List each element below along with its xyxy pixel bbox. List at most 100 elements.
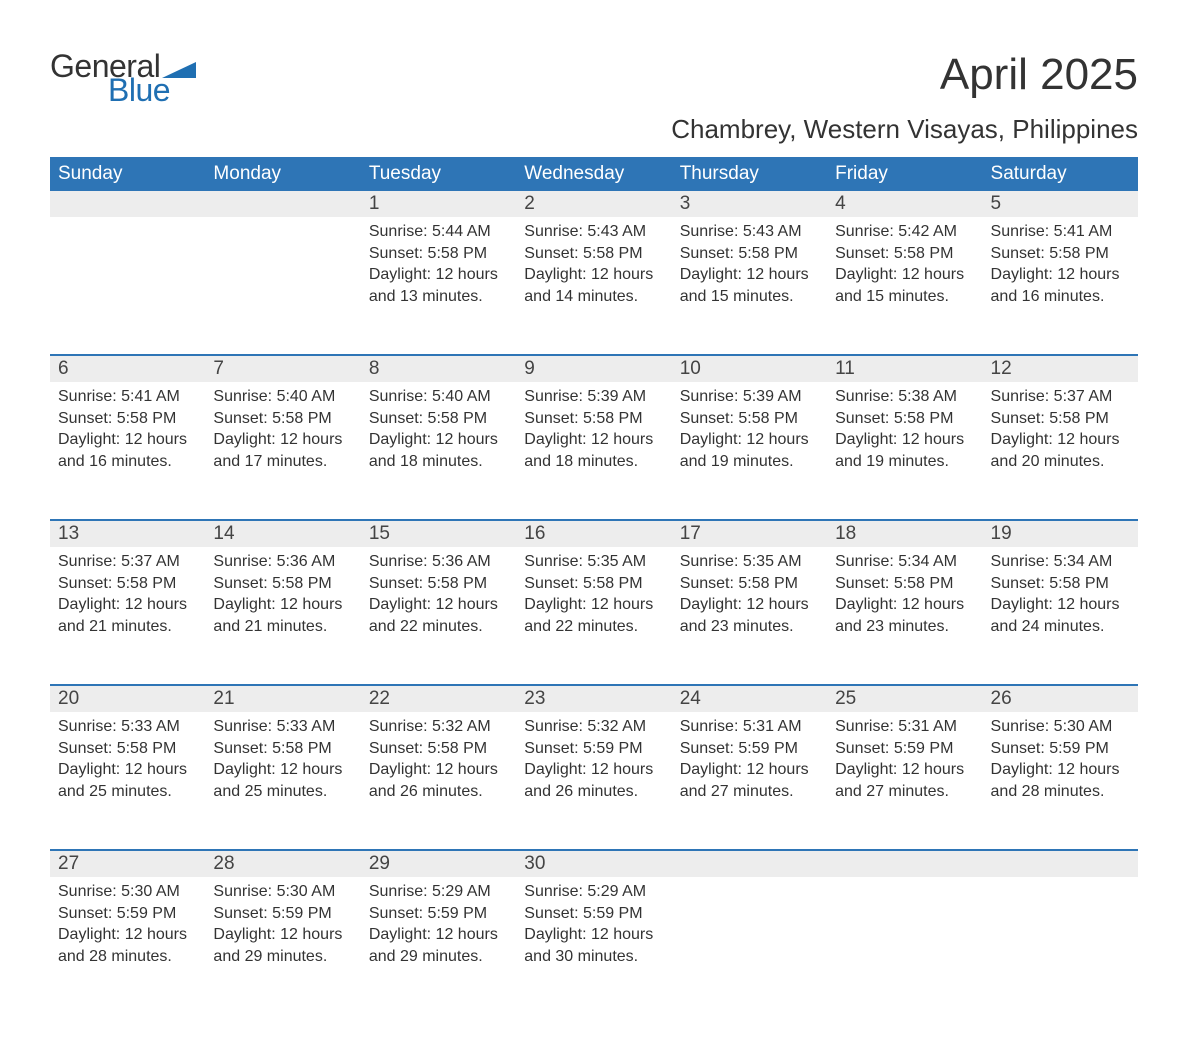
day-number-cell: 30 bbox=[516, 851, 671, 877]
sunrise-line: Sunrise: 5:35 AM bbox=[524, 551, 663, 573]
daylight-line: Daylight: 12 hours and 25 minutes. bbox=[213, 759, 352, 802]
daylight-line: Daylight: 12 hours and 28 minutes. bbox=[991, 759, 1130, 802]
day-number-cell: 10 bbox=[672, 356, 827, 382]
day-cell: Sunrise: 5:34 AMSunset: 5:58 PMDaylight:… bbox=[827, 547, 982, 685]
day-cell: Sunrise: 5:35 AMSunset: 5:58 PMDaylight:… bbox=[516, 547, 671, 685]
daylight-line: Daylight: 12 hours and 26 minutes. bbox=[369, 759, 508, 802]
day-cell: Sunrise: 5:36 AMSunset: 5:58 PMDaylight:… bbox=[205, 547, 360, 685]
day-number-cell: 27 bbox=[50, 851, 205, 877]
day-cell bbox=[50, 217, 205, 355]
daylight-line: Daylight: 12 hours and 28 minutes. bbox=[58, 924, 197, 967]
day-number-cell bbox=[827, 851, 982, 877]
sunset-line: Sunset: 5:59 PM bbox=[680, 738, 819, 760]
sunrise-line: Sunrise: 5:33 AM bbox=[58, 716, 197, 738]
day-cell: Sunrise: 5:34 AMSunset: 5:58 PMDaylight:… bbox=[983, 547, 1138, 685]
day-cell bbox=[672, 877, 827, 1015]
week-row: Sunrise: 5:30 AMSunset: 5:59 PMDaylight:… bbox=[50, 877, 1138, 1015]
day-header: Saturday bbox=[983, 157, 1138, 191]
sunrise-line: Sunrise: 5:41 AM bbox=[58, 386, 197, 408]
day-number-row: 6789101112 bbox=[50, 356, 1138, 382]
sunset-line: Sunset: 5:59 PM bbox=[213, 903, 352, 925]
daylight-line: Daylight: 12 hours and 20 minutes. bbox=[991, 429, 1130, 472]
daylight-line: Daylight: 12 hours and 14 minutes. bbox=[524, 264, 663, 307]
sunset-line: Sunset: 5:59 PM bbox=[835, 738, 974, 760]
day-header: Thursday bbox=[672, 157, 827, 191]
week-row: Sunrise: 5:37 AMSunset: 5:58 PMDaylight:… bbox=[50, 547, 1138, 685]
sunrise-line: Sunrise: 5:36 AM bbox=[213, 551, 352, 573]
sunset-line: Sunset: 5:59 PM bbox=[369, 903, 508, 925]
sunrise-line: Sunrise: 5:30 AM bbox=[58, 881, 197, 903]
day-number-row: 12345 bbox=[50, 191, 1138, 217]
daylight-line: Daylight: 12 hours and 21 minutes. bbox=[213, 594, 352, 637]
sunrise-line: Sunrise: 5:34 AM bbox=[835, 551, 974, 573]
location-subtitle: Chambrey, Western Visayas, Philippines bbox=[50, 114, 1138, 145]
sunset-line: Sunset: 5:59 PM bbox=[991, 738, 1130, 760]
day-cell: Sunrise: 5:39 AMSunset: 5:58 PMDaylight:… bbox=[516, 382, 671, 520]
day-number-cell: 6 bbox=[50, 356, 205, 382]
day-number-cell bbox=[50, 191, 205, 217]
day-number-cell: 28 bbox=[205, 851, 360, 877]
daylight-line: Daylight: 12 hours and 15 minutes. bbox=[835, 264, 974, 307]
sunrise-line: Sunrise: 5:34 AM bbox=[991, 551, 1130, 573]
day-header: Friday bbox=[827, 157, 982, 191]
day-number-cell: 24 bbox=[672, 686, 827, 712]
sunrise-line: Sunrise: 5:40 AM bbox=[369, 386, 508, 408]
daylight-line: Daylight: 12 hours and 23 minutes. bbox=[680, 594, 819, 637]
sunrise-line: Sunrise: 5:32 AM bbox=[369, 716, 508, 738]
week-row: Sunrise: 5:44 AMSunset: 5:58 PMDaylight:… bbox=[50, 217, 1138, 355]
sunrise-line: Sunrise: 5:44 AM bbox=[369, 221, 508, 243]
daylight-line: Daylight: 12 hours and 24 minutes. bbox=[991, 594, 1130, 637]
daylight-line: Daylight: 12 hours and 16 minutes. bbox=[58, 429, 197, 472]
sunrise-line: Sunrise: 5:35 AM bbox=[680, 551, 819, 573]
sunset-line: Sunset: 5:58 PM bbox=[991, 573, 1130, 595]
week-row: Sunrise: 5:41 AMSunset: 5:58 PMDaylight:… bbox=[50, 382, 1138, 520]
sunset-line: Sunset: 5:58 PM bbox=[213, 408, 352, 430]
day-cell: Sunrise: 5:30 AMSunset: 5:59 PMDaylight:… bbox=[205, 877, 360, 1015]
sunset-line: Sunset: 5:58 PM bbox=[213, 738, 352, 760]
day-cell: Sunrise: 5:33 AMSunset: 5:58 PMDaylight:… bbox=[205, 712, 360, 850]
daylight-line: Daylight: 12 hours and 27 minutes. bbox=[680, 759, 819, 802]
daylight-line: Daylight: 12 hours and 29 minutes. bbox=[369, 924, 508, 967]
daylight-line: Daylight: 12 hours and 15 minutes. bbox=[680, 264, 819, 307]
day-number-cell: 4 bbox=[827, 191, 982, 217]
day-number-cell: 19 bbox=[983, 521, 1138, 547]
daylight-line: Daylight: 12 hours and 27 minutes. bbox=[835, 759, 974, 802]
day-number-cell: 26 bbox=[983, 686, 1138, 712]
day-cell bbox=[827, 877, 982, 1015]
sunset-line: Sunset: 5:58 PM bbox=[835, 243, 974, 265]
daylight-line: Daylight: 12 hours and 26 minutes. bbox=[524, 759, 663, 802]
day-number-cell: 12 bbox=[983, 356, 1138, 382]
week-row: Sunrise: 5:33 AMSunset: 5:58 PMDaylight:… bbox=[50, 712, 1138, 850]
day-number-cell: 13 bbox=[50, 521, 205, 547]
day-number-cell: 1 bbox=[361, 191, 516, 217]
daylight-line: Daylight: 12 hours and 17 minutes. bbox=[213, 429, 352, 472]
day-number-cell: 5 bbox=[983, 191, 1138, 217]
sunrise-line: Sunrise: 5:39 AM bbox=[524, 386, 663, 408]
day-number-cell: 21 bbox=[205, 686, 360, 712]
sunset-line: Sunset: 5:58 PM bbox=[58, 738, 197, 760]
day-number-cell: 20 bbox=[50, 686, 205, 712]
sunset-line: Sunset: 5:58 PM bbox=[835, 408, 974, 430]
day-number-cell: 3 bbox=[672, 191, 827, 217]
sunset-line: Sunset: 5:58 PM bbox=[991, 408, 1130, 430]
sunrise-line: Sunrise: 5:37 AM bbox=[58, 551, 197, 573]
sunrise-line: Sunrise: 5:30 AM bbox=[991, 716, 1130, 738]
sunset-line: Sunset: 5:58 PM bbox=[991, 243, 1130, 265]
page-title: April 2025 bbox=[940, 50, 1138, 100]
sunrise-line: Sunrise: 5:29 AM bbox=[524, 881, 663, 903]
sunrise-line: Sunrise: 5:37 AM bbox=[991, 386, 1130, 408]
sunset-line: Sunset: 5:58 PM bbox=[680, 408, 819, 430]
sunrise-line: Sunrise: 5:31 AM bbox=[680, 716, 819, 738]
sunset-line: Sunset: 5:59 PM bbox=[524, 738, 663, 760]
day-cell: Sunrise: 5:35 AMSunset: 5:58 PMDaylight:… bbox=[672, 547, 827, 685]
daylight-line: Daylight: 12 hours and 30 minutes. bbox=[524, 924, 663, 967]
daylight-line: Daylight: 12 hours and 22 minutes. bbox=[369, 594, 508, 637]
day-cell: Sunrise: 5:41 AMSunset: 5:58 PMDaylight:… bbox=[983, 217, 1138, 355]
day-cell: Sunrise: 5:42 AMSunset: 5:58 PMDaylight:… bbox=[827, 217, 982, 355]
sunrise-line: Sunrise: 5:39 AM bbox=[680, 386, 819, 408]
sunset-line: Sunset: 5:58 PM bbox=[524, 408, 663, 430]
day-cell: Sunrise: 5:38 AMSunset: 5:58 PMDaylight:… bbox=[827, 382, 982, 520]
day-cell: Sunrise: 5:31 AMSunset: 5:59 PMDaylight:… bbox=[672, 712, 827, 850]
sunrise-line: Sunrise: 5:30 AM bbox=[213, 881, 352, 903]
sunset-line: Sunset: 5:58 PM bbox=[835, 573, 974, 595]
